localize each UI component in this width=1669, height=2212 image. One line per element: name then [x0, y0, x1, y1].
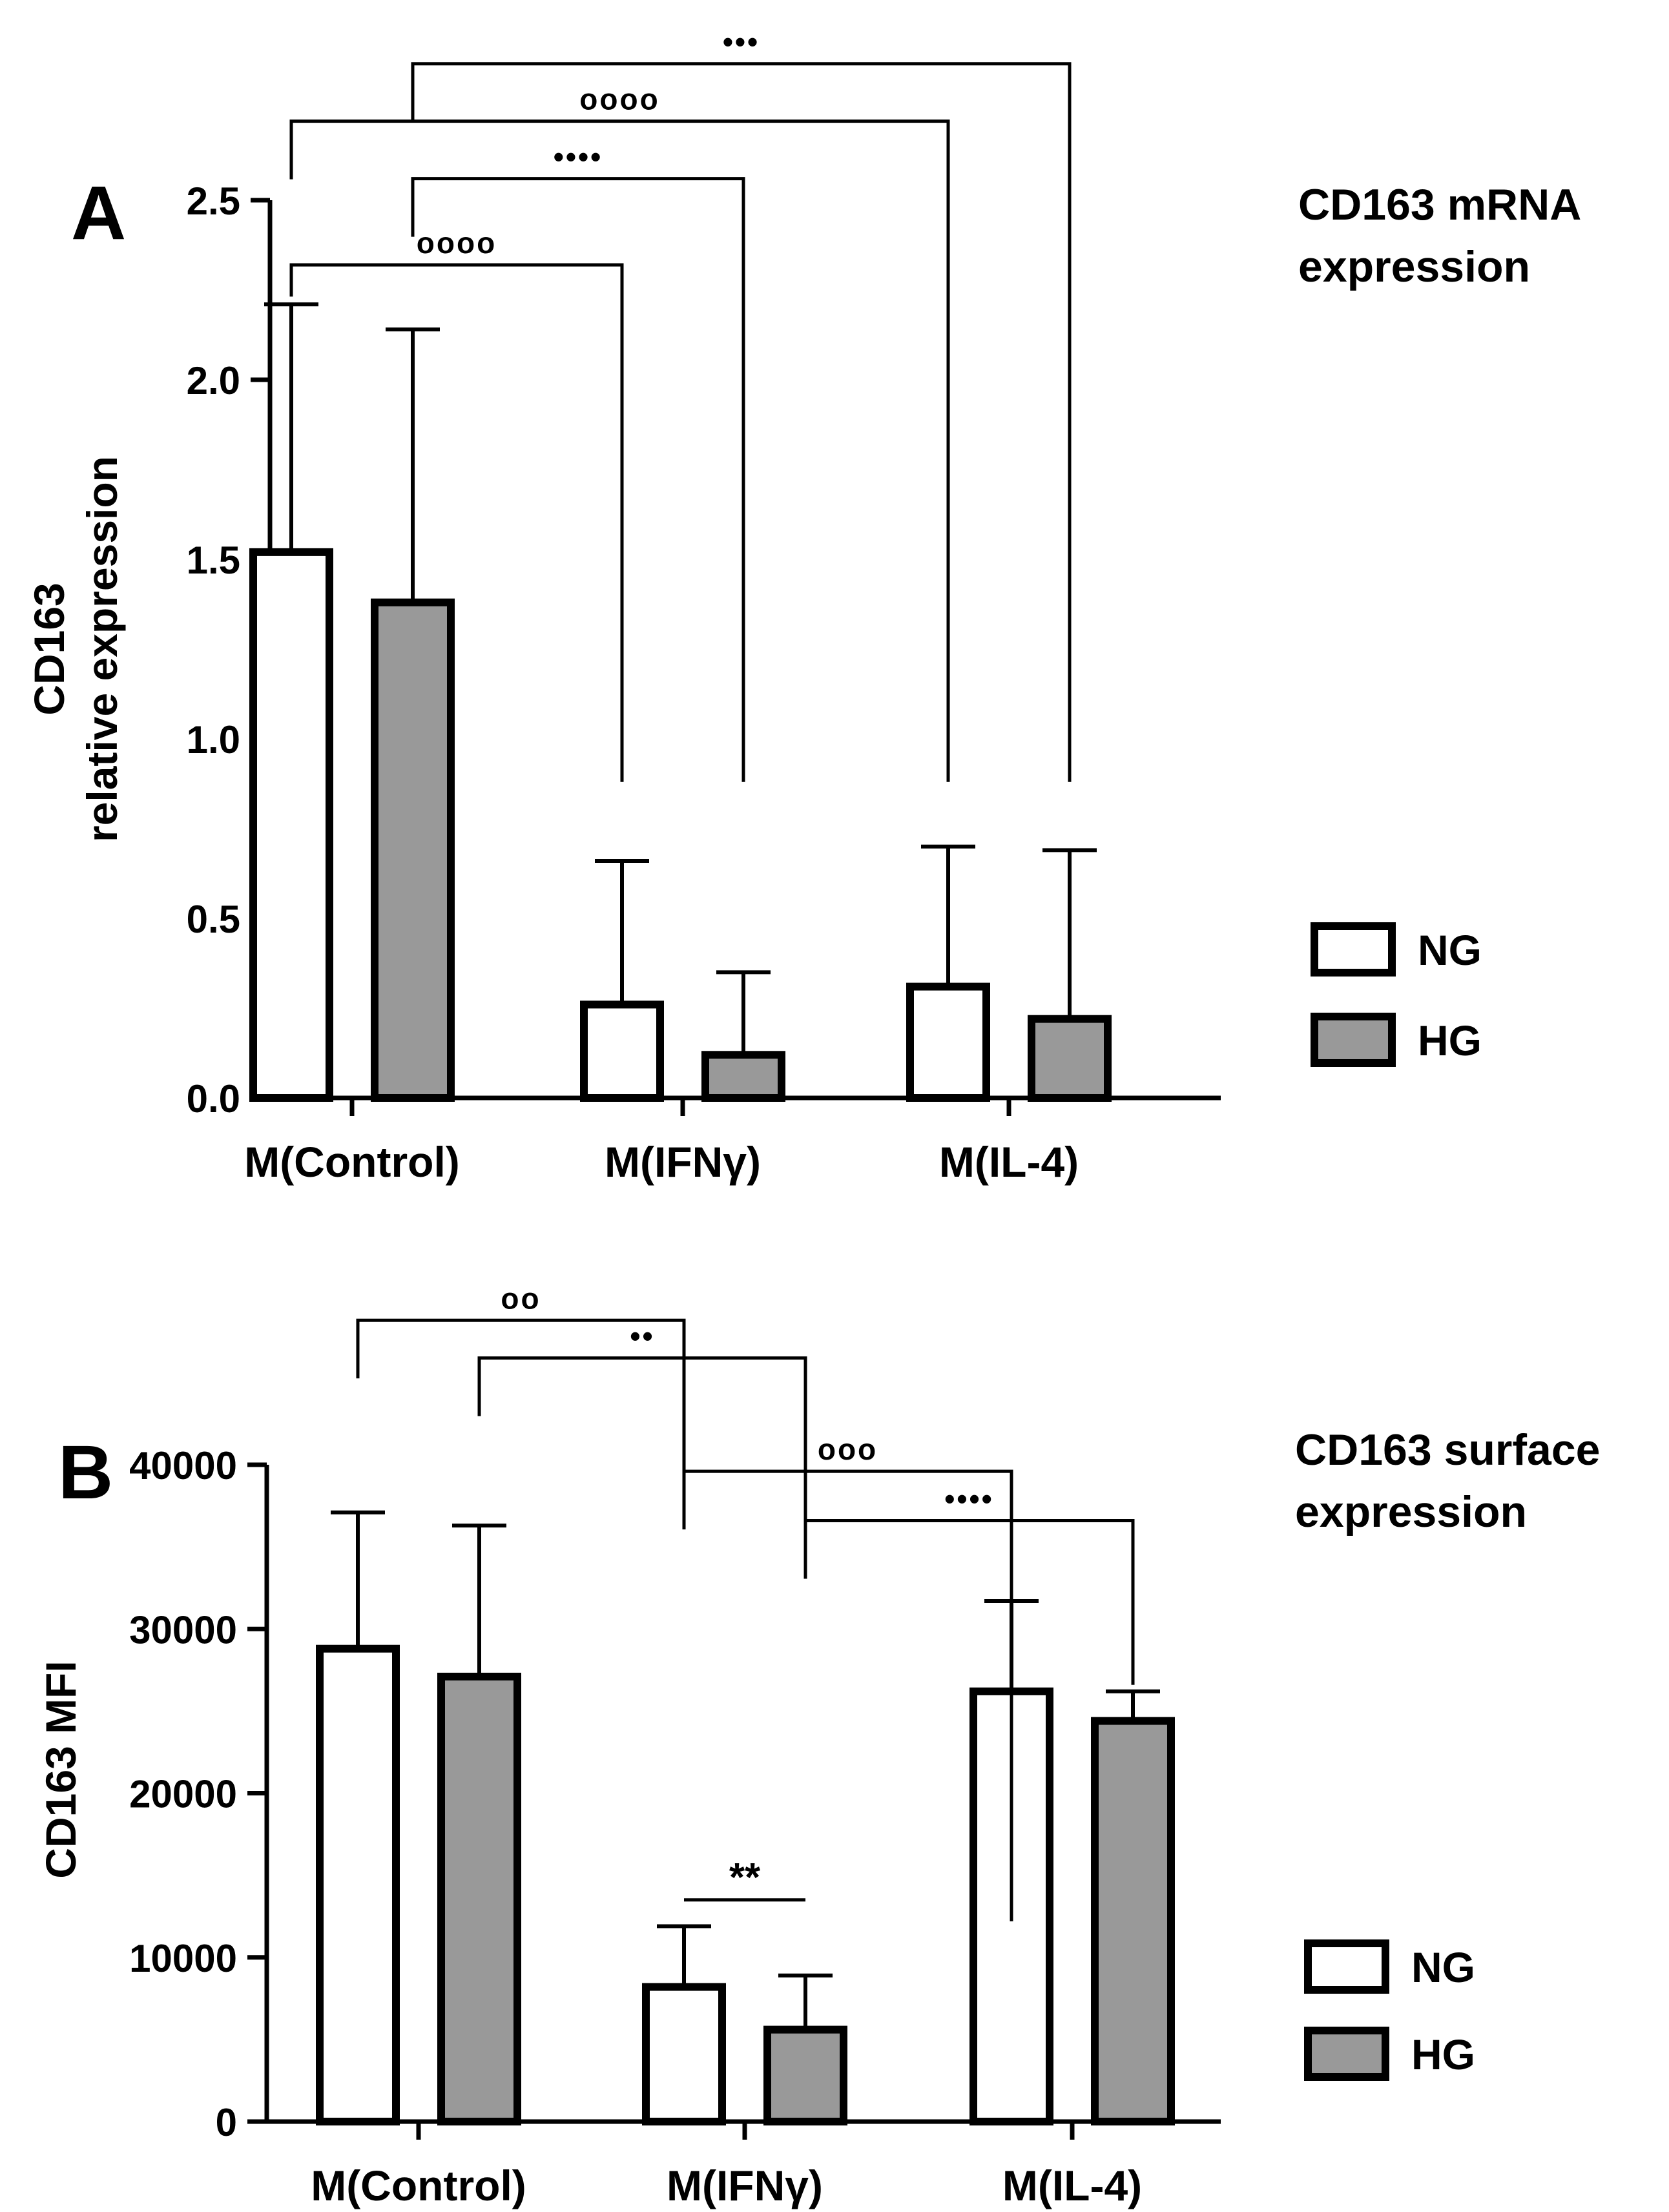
legend-label: HG	[1411, 2031, 1475, 2078]
legend: NG HG	[1304, 1939, 1475, 2081]
significance-bracket	[411, 62, 1072, 782]
bar-hg	[371, 598, 455, 1102]
significance-label: oooo	[579, 83, 659, 116]
chart-title-line: expression	[1295, 1487, 1527, 1536]
y-tick-label: 1.0	[187, 718, 240, 761]
x-tick-label: M(IL-4)	[939, 1138, 1079, 1186]
legend-label: NG	[1411, 1943, 1475, 1991]
significance-bracket	[411, 177, 745, 782]
y-axis-label: CD163 relative expression	[25, 456, 126, 842]
legend-label: NG	[1418, 926, 1482, 974]
x-tick-label: M(IFNγ)	[605, 1138, 761, 1186]
legend: NG HG	[1311, 922, 1482, 1067]
bar-hg	[763, 2025, 847, 2126]
significance-label: oo	[501, 1281, 541, 1315]
y-tick-label: 0.0	[187, 1077, 240, 1121]
legend-swatch-ng	[1304, 1939, 1389, 1994]
significance-label: ••••	[944, 1482, 993, 1515]
y-tick-label: 20000	[129, 1773, 237, 1816]
significance-bracket	[356, 1318, 686, 1498]
x-tick-label: M(Control)	[244, 1138, 460, 1186]
y-tick-label: 0	[216, 2101, 237, 2144]
chart-title-line: CD163 mRNA	[1298, 180, 1581, 229]
significance-bracket	[289, 119, 950, 782]
y-tick-label: 1.5	[187, 539, 240, 582]
legend-swatch-hg	[1311, 1013, 1396, 1067]
x-tick-label: M(IL-4)	[1002, 2162, 1142, 2209]
panel-letter: A	[71, 171, 126, 256]
bar-hg	[701, 1051, 785, 1102]
significance-label: ••••	[554, 140, 603, 174]
y-tick-label: 0.5	[187, 898, 240, 941]
bar-ng	[316, 1644, 400, 2125]
x-tick-label: M(Control)	[311, 2162, 526, 2209]
bar-ng	[580, 1000, 664, 1102]
x-tick-label: M(IFNγ)	[667, 2162, 823, 2209]
significance-label: oooo	[417, 226, 497, 260]
y-tick-label: 2.0	[187, 359, 240, 402]
significance-label: •••	[723, 25, 760, 59]
y-axis-label: CD163 MFI	[37, 1660, 85, 1878]
chart-title-line: expression	[1298, 242, 1530, 291]
panel-letter: B	[58, 1430, 113, 1515]
y-tick-label: 2.5	[187, 180, 240, 223]
legend-label: HG	[1418, 1017, 1482, 1064]
bar-ng	[906, 982, 990, 1102]
y-axis-label-line: CD163 MFI	[37, 1660, 85, 1878]
y-axis-label-line: relative expression	[78, 456, 126, 842]
panel-a: A CD163 mRNA expression CD163 relative expre…	[25, 25, 1581, 1186]
y-tick-label: 30000	[129, 1608, 237, 1651]
y-tick-label: 10000	[129, 1937, 237, 1980]
bar-hg	[1091, 1717, 1175, 2125]
legend-swatch-ng	[1311, 922, 1396, 977]
bar-ng	[249, 548, 333, 1102]
significance-bracket	[289, 263, 624, 782]
significance-bracket	[803, 1518, 1135, 1685]
significance-label: ooo	[818, 1432, 878, 1466]
legend-swatch-hg	[1304, 2027, 1389, 2081]
y-tick-label: 40000	[129, 1444, 237, 1487]
panel-b: B CD163 surface expression CD163 MFI 0 10000 2…	[37, 1281, 1600, 2209]
significance-bracket	[682, 1469, 1013, 1921]
significance-bracket	[477, 1356, 807, 1521]
significance-label: ••	[630, 1319, 654, 1353]
bar-hg	[1028, 1015, 1112, 1102]
bar-hg	[437, 1672, 521, 2125]
y-axis-label-line: CD163	[25, 583, 73, 715]
bar-ng	[642, 1983, 726, 2125]
significance-label: **	[729, 1855, 761, 1900]
chart-title-line: CD163 surface	[1295, 1425, 1600, 1474]
